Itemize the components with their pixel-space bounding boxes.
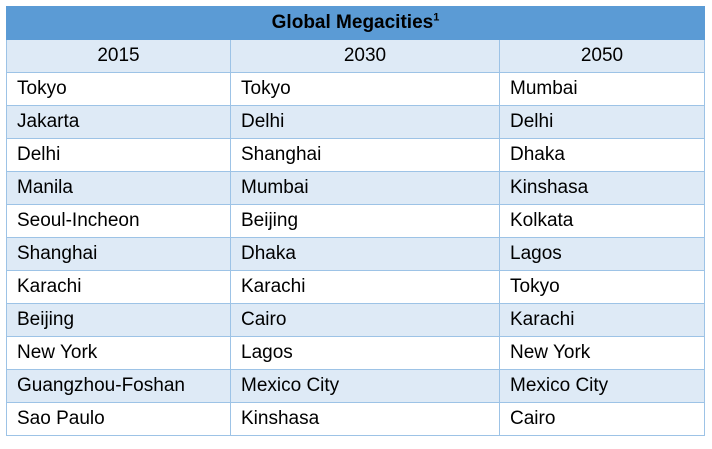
- table-row: Seoul-Incheon Beijing Kolkata: [6, 204, 705, 238]
- table-cell: Mumbai: [230, 171, 500, 205]
- table-row: Guangzhou-Foshan Mexico City Mexico City: [6, 369, 705, 403]
- table-title: Global Megacities1: [6, 6, 705, 40]
- table-cell: Lagos: [230, 336, 500, 370]
- table-cell: Kinshasa: [230, 402, 500, 436]
- table-cell: Cairo: [499, 402, 705, 436]
- table-title-row: Global Megacities1: [6, 6, 705, 40]
- table-cell: Dhaka: [499, 138, 705, 172]
- table-cell: Shanghai: [230, 138, 500, 172]
- table-cell: Beijing: [230, 204, 500, 238]
- megacities-table-container: Global Megacities1 2015 2030 2050 Tokyo …: [6, 6, 705, 436]
- table-cell: Kinshasa: [499, 171, 705, 205]
- table-cell: Jakarta: [6, 105, 231, 139]
- table-cell: Delhi: [6, 138, 231, 172]
- table-cell: Karachi: [499, 303, 705, 337]
- table-cell: Manila: [6, 171, 231, 205]
- table-row: Delhi Shanghai Dhaka: [6, 138, 705, 172]
- table-cell: New York: [6, 336, 231, 370]
- table-cell: Tokyo: [230, 72, 500, 106]
- column-header-2050: 2050: [499, 39, 705, 73]
- table-cell: Mexico City: [230, 369, 500, 403]
- table-row: Tokyo Tokyo Mumbai: [6, 72, 705, 106]
- table-cell: Delhi: [499, 105, 705, 139]
- table-cell: Delhi: [230, 105, 500, 139]
- table-cell: Karachi: [230, 270, 500, 304]
- table-row: Manila Mumbai Kinshasa: [6, 171, 705, 205]
- megacities-table: Global Megacities1 2015 2030 2050 Tokyo …: [6, 6, 705, 436]
- table-cell: Cairo: [230, 303, 500, 337]
- column-header-2015: 2015: [6, 39, 231, 73]
- table-cell: Guangzhou-Foshan: [6, 369, 231, 403]
- table-cell: Tokyo: [6, 72, 231, 106]
- column-header-2030: 2030: [230, 39, 500, 73]
- table-row: New York Lagos New York: [6, 336, 705, 370]
- table-cell: Mexico City: [499, 369, 705, 403]
- table-cell: Tokyo: [499, 270, 705, 304]
- table-row: Jakarta Delhi Delhi: [6, 105, 705, 139]
- table-row: Beijing Cairo Karachi: [6, 303, 705, 337]
- table-body: Tokyo Tokyo Mumbai Jakarta Delhi Delhi D…: [6, 72, 705, 436]
- table-cell: New York: [499, 336, 705, 370]
- table-title-text: Global Megacities: [271, 12, 434, 33]
- table-cell: Seoul-Incheon: [6, 204, 231, 238]
- table-cell: Beijing: [6, 303, 231, 337]
- table-cell: Shanghai: [6, 237, 231, 271]
- table-row: Shanghai Dhaka Lagos: [6, 237, 705, 271]
- table-cell: Sao Paulo: [6, 402, 231, 436]
- table-cell: Karachi: [6, 270, 231, 304]
- table-cell: Dhaka: [230, 237, 500, 271]
- table-row: Karachi Karachi Tokyo: [6, 270, 705, 304]
- table-cell: Lagos: [499, 237, 705, 271]
- table-header-row: 2015 2030 2050: [6, 39, 705, 73]
- table-cell: Mumbai: [499, 72, 705, 106]
- table-cell: Kolkata: [499, 204, 705, 238]
- table-title-footnote: 1: [433, 11, 440, 24]
- table-row: Sao Paulo Kinshasa Cairo: [6, 402, 705, 436]
